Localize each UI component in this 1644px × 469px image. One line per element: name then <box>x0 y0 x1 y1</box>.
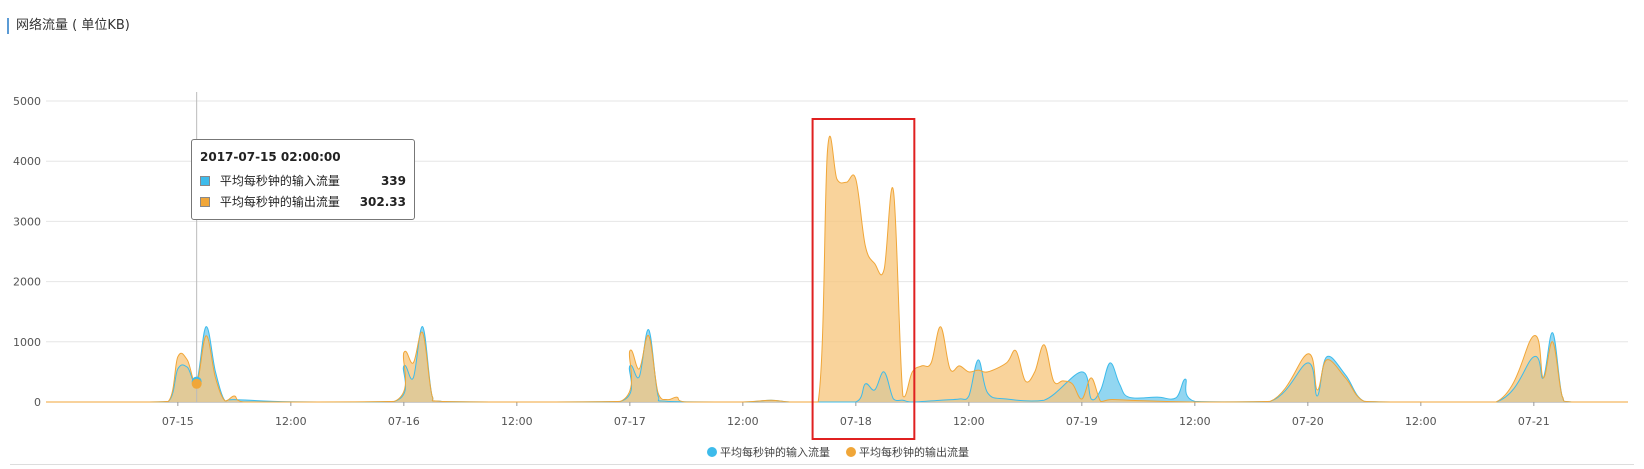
tooltip-row-value: 302.33 <box>359 194 406 209</box>
y-tick-label: 1000 <box>13 336 41 349</box>
tooltip-title: 2017-07-15 02:00:00 <box>200 150 341 164</box>
x-tick-label: 07-17 <box>614 415 646 428</box>
x-tick-label: 07-20 <box>1292 415 1324 428</box>
x-tick-label: 12:00 <box>275 415 307 428</box>
x-tick-label: 12:00 <box>727 415 759 428</box>
tooltip-row-output: 平均每秒钟的输出流量 302.33 <box>200 191 406 212</box>
y-tick-label: 3000 <box>13 215 41 228</box>
x-tick-label: 07-21 <box>1518 415 1550 428</box>
tooltip-output-swatch <box>200 196 210 207</box>
x-tick-label: 07-19 <box>1066 415 1098 428</box>
x-tick-label: 12:00 <box>501 415 533 428</box>
highlight-box <box>811 118 916 440</box>
tooltip-row-label: 平均每秒钟的输出流量 <box>219 195 340 209</box>
y-tick-label: 2000 <box>13 276 41 289</box>
x-tick-label: 12:00 <box>1179 415 1211 428</box>
chart-tooltip: 2017-07-15 02:00:00 平均每秒钟的输入流量 339 平均每秒钟… <box>191 139 415 220</box>
legend-output-label: 平均每秒钟的输出流量 <box>859 445 969 459</box>
y-tick-label: 0 <box>34 396 41 409</box>
legend-output-marker <box>846 447 856 457</box>
y-tick-label: 5000 <box>13 95 41 108</box>
series-output-area <box>46 136 1628 402</box>
y-tick-label: 4000 <box>13 155 41 168</box>
x-tick-label: 07-15 <box>162 415 194 428</box>
tooltip-row-value: 339 <box>380 173 406 188</box>
tooltip-input-swatch <box>200 175 210 186</box>
tooltip-row-label: 平均每秒钟的输入流量 <box>219 174 340 188</box>
legend-input-label: 平均每秒钟的输入流量 <box>720 445 830 459</box>
tooltip-row-input: 平均每秒钟的输入流量 339 <box>200 170 406 191</box>
bottom-divider <box>10 464 1634 465</box>
x-tick-label: 07-16 <box>388 415 420 428</box>
series-output-line <box>46 135 1628 403</box>
x-tick-label: 12:00 <box>953 415 985 428</box>
legend-input-marker <box>707 447 717 457</box>
chart-title: 网络流量 ( 单位KB) <box>7 18 130 34</box>
hover-point-output <box>191 378 202 389</box>
x-tick-label: 12:00 <box>1405 415 1437 428</box>
x-tick-label: 07-18 <box>840 415 872 428</box>
